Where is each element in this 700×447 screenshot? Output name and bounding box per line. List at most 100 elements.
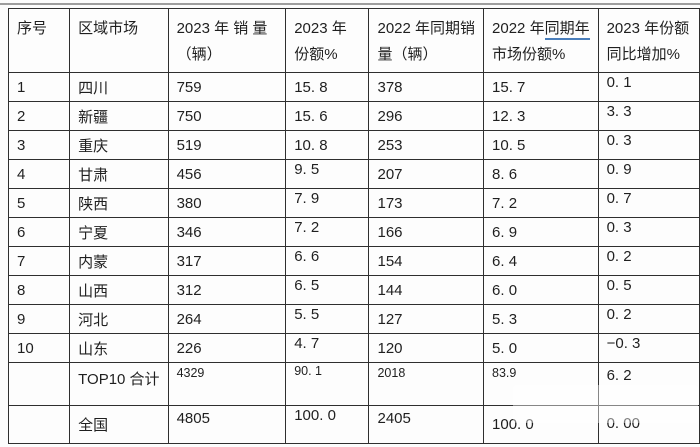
table-row: 全国 4805 100. 0 2405 100. 0 0. 00 [7, 405, 700, 444]
cell-region: 山西 [69, 275, 169, 305]
cell-share2022: 6. 9 [483, 217, 599, 247]
cell-share2022: 6. 0 [483, 275, 599, 305]
table-row: 3 重庆 519 10. 8 253 10. 5 0. 3 [7, 130, 700, 160]
cell-share2023: 15. 6 [285, 101, 370, 131]
header-text-segment: （辆） [176, 46, 222, 63]
cell-share2022: 6. 4 [483, 246, 599, 276]
table-row: 2 新疆 750 15. 6 296 12. 3 3. 3 [7, 101, 700, 131]
cell-share2022: 15. 7 [483, 72, 599, 102]
cell-region: 甘肃 [69, 159, 169, 189]
cell-sales2022: 166 [368, 217, 485, 247]
cell-region: 四川 [69, 72, 169, 102]
cell-index [7, 362, 71, 406]
header-text-segment: 2022 年 [492, 20, 545, 37]
cell-shareGain: 0. 1 [597, 72, 700, 102]
cell-shareGain: 0. 3 [597, 130, 700, 160]
cell-share2022: 5. 0 [483, 333, 599, 363]
cell-sales2022: 120 [368, 333, 485, 363]
cell-region: 宁夏 [69, 217, 169, 247]
cell-sales2023: 312 [167, 275, 287, 305]
cell-share2023: 5. 5 [285, 304, 370, 334]
cell-index: 7 [7, 246, 71, 276]
header-text-segment: 量（辆） [377, 46, 438, 63]
cell-shareGain: 0. 2 [597, 304, 700, 334]
table-row: 9 河北 264 5. 5 127 5. 3 0. 2 [7, 304, 700, 334]
cell-share2022: 7. 2 [483, 188, 599, 218]
cell-shareGain: 0. 2 [597, 246, 700, 276]
header-text-segment: 份额% [294, 46, 338, 63]
table-row: 10 山东 226 4. 7 120 5. 0 −0. 3 [7, 333, 700, 363]
cell-sales2023: 759 [167, 72, 287, 102]
header-text-segment: 2023 年 销 量 [176, 20, 268, 37]
table-row: 6 宁夏 346 7. 2 166 6. 9 0. 3 [7, 217, 700, 247]
cell-share2023: 90. 1 [285, 362, 370, 406]
cell-sales2023: 750 [167, 101, 287, 131]
cell-region: TOP10 合计 [69, 362, 169, 406]
cell-index: 1 [7, 72, 71, 102]
cell-shareGain: 0. 9 [597, 159, 700, 189]
cell-index: 8 [7, 275, 71, 305]
cell-share2023: 7. 2 [285, 217, 370, 247]
cell-index [7, 405, 71, 444]
cell-share2022: 83.9 [483, 362, 599, 406]
column-header-region: 区域市场 [69, 8, 169, 73]
cell-region: 河北 [69, 304, 169, 334]
cell-sales2022: 127 [368, 304, 485, 334]
cell-sales2022: 253 [368, 130, 485, 160]
cell-region: 陕西 [69, 188, 169, 218]
table-row: 5 陕西 380 7. 9 173 7. 2 0. 7 [7, 188, 700, 218]
header-text-segment: 2023 年 [294, 20, 347, 37]
cell-shareGain: 0. 00 [597, 405, 700, 444]
cell-share2023: 9. 5 [285, 159, 370, 189]
table-header: 序号 区域市场 2023 年 销 量（辆） 2023 年份额% 2022 年同期销 量（辆… [7, 8, 700, 73]
cell-shareGain: 0. 5 [597, 275, 700, 305]
header-row: 序号 区域市场 2023 年 销 量（辆） 2023 年份额% 2022 年同期销 量（辆… [7, 8, 700, 73]
cell-share2023: 10. 8 [285, 130, 370, 160]
column-header-share2022: 2022 年同期年市场份额% [483, 8, 599, 73]
table-row: 8 山西 312 6. 5 144 6. 0 0. 5 [7, 275, 700, 305]
cell-sales2023: 456 [167, 159, 287, 189]
cell-sales2022: 2405 [368, 405, 485, 444]
cell-index: 3 [7, 130, 71, 160]
cell-share2023: 15. 8 [285, 72, 370, 102]
cell-sales2022: 144 [368, 275, 485, 305]
cell-index: 9 [7, 304, 71, 334]
header-text-segment: 区域市场 [78, 20, 139, 37]
cell-index: 5 [7, 188, 71, 218]
regional-sales-table: 序号 区域市场 2023 年 销 量（辆） 2023 年份额% 2022 年同期销 量（辆… [7, 8, 700, 444]
header-text-segment: 同期年 [544, 20, 590, 40]
header-text-segment: 同比增加% [606, 46, 680, 63]
cell-share2023: 7. 9 [285, 188, 370, 218]
cell-sales2022: 154 [368, 246, 485, 276]
cell-sales2022: 207 [368, 159, 485, 189]
cell-share2022: 10. 5 [483, 130, 599, 160]
header-text-segment: 市场份额% [492, 46, 566, 63]
cell-sales2023: 317 [167, 246, 287, 276]
cell-sales2023: 264 [167, 304, 287, 334]
column-header-shareGain: 2023 年份额 同比增加% [597, 8, 700, 73]
cell-region: 新疆 [69, 101, 169, 131]
cell-region: 重庆 [69, 130, 169, 160]
cell-index: 10 [7, 333, 71, 363]
cell-region: 山东 [69, 333, 169, 363]
cell-sales2022: 2018 [368, 362, 485, 406]
cell-index: 2 [7, 101, 71, 131]
cell-sales2022: 296 [368, 101, 485, 131]
cell-sales2023: 380 [167, 188, 287, 218]
table-row: 4 甘肃 456 9. 5 207 8. 6 0. 9 [7, 159, 700, 189]
cell-sales2022: 173 [368, 188, 485, 218]
column-header-share2023: 2023 年份额% [285, 8, 370, 73]
cell-sales2023: 226 [167, 333, 287, 363]
table-body: 1 四川 759 15. 8 378 15. 7 0. 1 2 新疆 750 15. 6 296 12.… [7, 72, 700, 444]
cell-shareGain: 3. 3 [597, 101, 700, 131]
cell-share2023: 4. 7 [285, 333, 370, 363]
cell-share2023: 100. 0 [285, 405, 370, 444]
cell-shareGain: −0. 3 [597, 333, 700, 363]
cell-shareGain: 0. 3 [597, 217, 700, 247]
cell-shareGain: 0. 7 [597, 188, 700, 218]
cell-share2022: 5. 3 [483, 304, 599, 334]
cell-region: 全国 [69, 405, 169, 444]
table-row: TOP10 合计 4329 90. 1 2018 83.9 6. 2 [7, 362, 700, 406]
cell-sales2023: 519 [167, 130, 287, 160]
cell-shareGain: 6. 2 [597, 362, 700, 406]
